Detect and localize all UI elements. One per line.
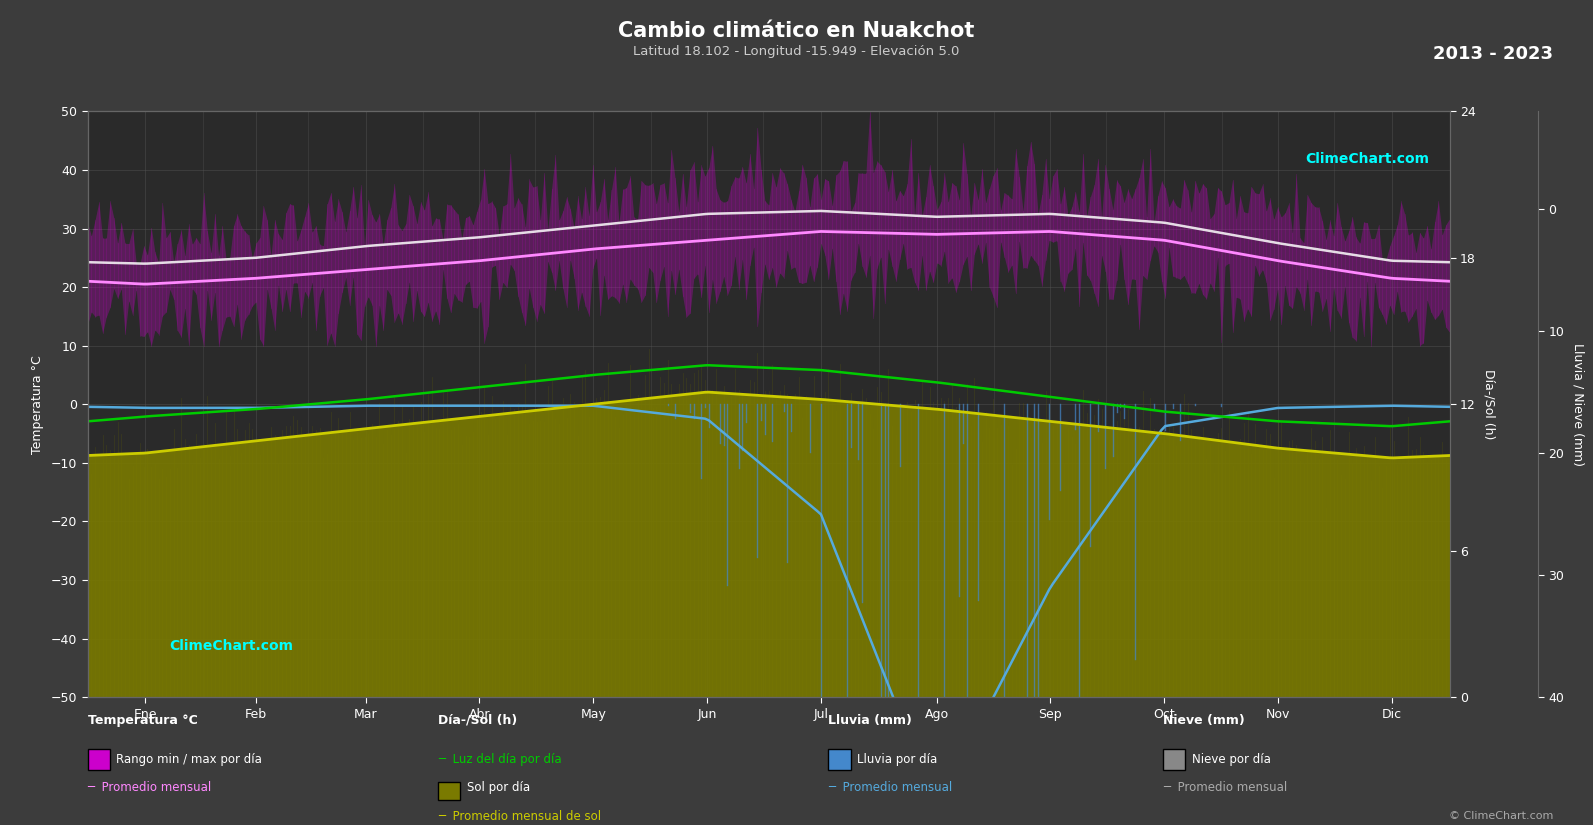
Text: Cambio climático en Nuakchot: Cambio climático en Nuakchot — [618, 21, 975, 40]
Y-axis label: Lluvia / Nieve (mm): Lluvia / Nieve (mm) — [1571, 342, 1585, 466]
Text: ─  Luz del día por día: ─ Luz del día por día — [438, 752, 562, 766]
Text: Nieve por día: Nieve por día — [1192, 752, 1271, 766]
Text: Latitud 18.102 - Longitud -15.949 - Elevación 5.0: Latitud 18.102 - Longitud -15.949 - Elev… — [634, 45, 959, 59]
Y-axis label: Temperatura °C: Temperatura °C — [30, 355, 43, 454]
Text: ─  Promedio mensual: ─ Promedio mensual — [1163, 781, 1287, 794]
Text: Temperatura °C: Temperatura °C — [88, 714, 198, 727]
Text: Día-/Sol (h): Día-/Sol (h) — [438, 714, 518, 727]
Y-axis label: Día-/Sol (h): Día-/Sol (h) — [1483, 369, 1496, 440]
Text: ClimeChart.com: ClimeChart.com — [169, 639, 293, 653]
Text: ─  Promedio mensual de sol: ─ Promedio mensual de sol — [438, 810, 601, 823]
Text: ClimeChart.com: ClimeChart.com — [1305, 153, 1429, 167]
Text: ─  Promedio mensual: ─ Promedio mensual — [828, 781, 953, 794]
Text: Lluvia (mm): Lluvia (mm) — [828, 714, 913, 727]
Text: © ClimeChart.com: © ClimeChart.com — [1448, 811, 1553, 821]
Text: Rango min / max por día: Rango min / max por día — [116, 752, 263, 766]
Text: 2013 - 2023: 2013 - 2023 — [1434, 45, 1553, 64]
Text: Nieve (mm): Nieve (mm) — [1163, 714, 1244, 727]
Text: Lluvia por día: Lluvia por día — [857, 752, 937, 766]
Text: ─  Promedio mensual: ─ Promedio mensual — [88, 781, 212, 794]
Text: Sol por día: Sol por día — [467, 781, 530, 794]
